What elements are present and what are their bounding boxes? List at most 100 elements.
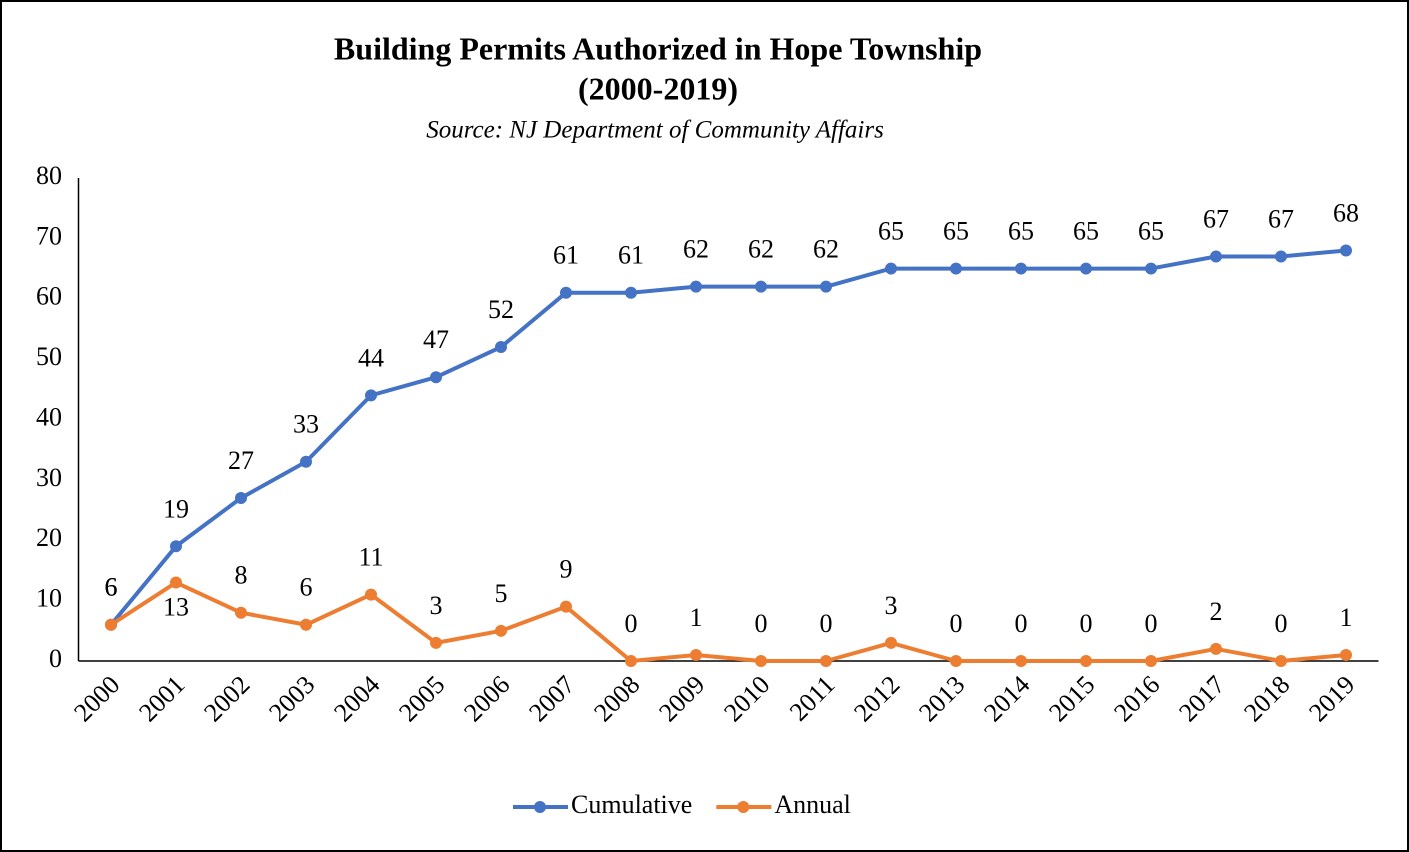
- data-label: 19: [163, 494, 189, 523]
- point: [1340, 648, 1352, 661]
- point: [560, 600, 572, 613]
- data-label: 68: [1333, 198, 1359, 227]
- y-tick-label: 40: [36, 402, 62, 431]
- data-label: 6: [300, 573, 313, 602]
- point: [365, 588, 377, 601]
- point: [430, 636, 442, 649]
- point: [300, 618, 312, 631]
- point: [1145, 655, 1157, 667]
- data-label: 13: [163, 592, 189, 621]
- data-label: 67: [1203, 204, 1229, 233]
- data-label: 44: [358, 343, 384, 372]
- data-label: 65: [943, 217, 969, 246]
- series-line: [109, 248, 1347, 627]
- data-label: 65: [1138, 217, 1164, 246]
- legend-marker: [737, 801, 750, 813]
- point: [1210, 642, 1222, 655]
- point: [1210, 250, 1222, 263]
- data-label: 2: [1210, 597, 1223, 626]
- point: [690, 280, 702, 293]
- point: [495, 341, 507, 354]
- point: [625, 655, 637, 667]
- point: [755, 655, 767, 667]
- y-tick-label: 10: [36, 584, 62, 613]
- series-line: [109, 580, 1347, 663]
- data-label: 1: [690, 603, 703, 632]
- y-tick-label: 50: [36, 342, 62, 371]
- point: [495, 624, 507, 637]
- data-label: 62: [813, 235, 839, 264]
- y-tick-label: 20: [36, 523, 62, 552]
- point: [560, 286, 572, 299]
- data-label: 0: [1145, 609, 1158, 638]
- data-label: 62: [748, 235, 774, 264]
- data-label: 61: [618, 241, 644, 270]
- data-label: 0: [820, 609, 833, 638]
- point: [1145, 262, 1157, 275]
- point: [1015, 655, 1027, 667]
- data-label: 33: [293, 410, 319, 439]
- data-label: 47: [423, 325, 449, 354]
- point: [235, 491, 247, 504]
- point: [950, 262, 962, 275]
- y-tick-label: 80: [36, 161, 62, 190]
- point: [170, 576, 182, 589]
- y-tick-label: 30: [36, 463, 62, 492]
- chart-title: (2000-2019): [578, 70, 738, 106]
- point: [1080, 655, 1092, 667]
- data-label: 5: [495, 579, 508, 608]
- point: [625, 286, 637, 299]
- data-label: 61: [553, 241, 579, 270]
- data-label: 6: [105, 573, 118, 602]
- point: [885, 636, 897, 649]
- data-label: 65: [1008, 217, 1034, 246]
- legend-label: Annual: [774, 790, 851, 819]
- y-tick-label: 60: [36, 282, 62, 311]
- data-label: 1: [1340, 603, 1353, 632]
- data-label: 27: [228, 446, 254, 475]
- point: [820, 655, 832, 667]
- point: [755, 280, 767, 293]
- data-label: 52: [488, 295, 514, 324]
- point: [1080, 262, 1092, 275]
- point: [1275, 655, 1287, 667]
- data-label: 0: [1275, 609, 1288, 638]
- point: [1340, 244, 1352, 257]
- point: [1015, 262, 1027, 275]
- data-label: 3: [430, 591, 443, 620]
- point: [235, 606, 247, 619]
- y-tick-label: 0: [49, 644, 62, 673]
- point: [105, 618, 117, 631]
- y-tick-label: 70: [36, 221, 62, 250]
- data-label: 65: [1073, 217, 1099, 246]
- data-label: 65: [878, 217, 904, 246]
- point: [430, 371, 442, 384]
- data-label: 3: [885, 591, 898, 620]
- point: [1275, 250, 1287, 263]
- point: [885, 262, 897, 275]
- data-label: 0: [755, 609, 768, 638]
- data-label: 11: [358, 543, 383, 572]
- data-label: 9: [560, 555, 573, 584]
- point: [820, 280, 832, 293]
- chart-title: Building Permits Authorized in Hope Town…: [334, 30, 982, 66]
- chart-subtitle: Source: NJ Department of Community Affai…: [426, 117, 884, 144]
- point: [950, 655, 962, 667]
- legend-label: Cumulative: [571, 790, 692, 819]
- data-label: 67: [1268, 204, 1294, 233]
- data-label: 62: [683, 235, 709, 264]
- point: [690, 648, 702, 661]
- point: [300, 455, 312, 468]
- data-label: 0: [1080, 609, 1093, 638]
- data-label: 0: [950, 609, 963, 638]
- point: [170, 540, 182, 553]
- data-label: 6: [105, 573, 118, 602]
- data-label: 8: [235, 561, 248, 590]
- legend-marker: [534, 801, 546, 813]
- data-label: 0: [625, 609, 638, 638]
- data-label: 0: [1015, 609, 1028, 638]
- point: [365, 389, 377, 402]
